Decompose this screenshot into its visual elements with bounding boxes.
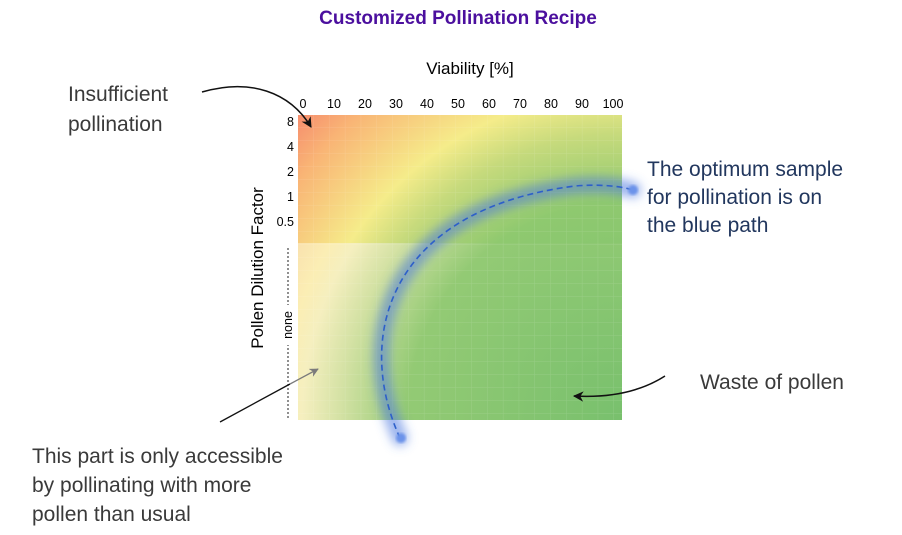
accessible-text-line-2: by pollinating with more bbox=[32, 474, 251, 497]
y-axis-label: Pollen Dilution Factor bbox=[248, 187, 267, 349]
x-tick-label: 10 bbox=[327, 97, 341, 111]
optimum-text-line-1: The optimum sample bbox=[647, 158, 843, 181]
y-tick-label: 2 bbox=[287, 165, 294, 179]
none-label-background bbox=[280, 305, 296, 345]
insufficient-text-line-1: Insufficient bbox=[68, 83, 168, 106]
x-tick-label: 70 bbox=[513, 97, 527, 111]
optimum-path-line bbox=[380, 184, 634, 439]
waste-text: Waste of pollen bbox=[700, 371, 844, 394]
x-tick-label: 60 bbox=[482, 97, 496, 111]
x-tick-label: 20 bbox=[358, 97, 372, 111]
y-tick-label: 0.5 bbox=[277, 215, 294, 229]
y-tick-label: 4 bbox=[287, 140, 294, 154]
x-tick-label: 90 bbox=[575, 97, 589, 111]
accessible-text-line-3: pollen than usual bbox=[32, 503, 191, 526]
optimum-text-line-2: for pollination is on bbox=[647, 186, 822, 209]
optimum-text-line-3: the blue path bbox=[647, 214, 768, 237]
annotation-accessible: This part is only accessible by pollinat… bbox=[32, 368, 319, 526]
x-tick-label: 100 bbox=[603, 97, 624, 111]
y-tick-label: 1 bbox=[287, 190, 294, 204]
annotation-insufficient: Insufficient pollination bbox=[68, 83, 312, 136]
y-tick-label: 8 bbox=[287, 115, 294, 129]
path-end-dot-bottom bbox=[396, 433, 406, 443]
waste-arrow bbox=[572, 375, 666, 402]
path-end-dot-right bbox=[628, 185, 638, 195]
x-tick-label: 80 bbox=[544, 97, 558, 111]
x-tick-label: 50 bbox=[451, 97, 465, 111]
x-tick-labels: 0 10 20 30 40 50 60 70 80 90 100 bbox=[300, 97, 624, 111]
insufficient-text-line-2: pollination bbox=[68, 113, 163, 136]
accessible-pointer-line bbox=[219, 383, 291, 423]
annotation-optimum: The optimum sample for pollination is on… bbox=[647, 158, 843, 237]
annotation-waste: Waste of pollen bbox=[572, 371, 844, 402]
x-tick-label: 0 bbox=[300, 97, 307, 111]
heatmap bbox=[298, 115, 622, 420]
optimum-path bbox=[373, 177, 641, 446]
x-tick-label: 40 bbox=[420, 97, 434, 111]
accessible-text-line-1: This part is only accessible bbox=[32, 445, 283, 468]
heatmap-cell-grid bbox=[298, 115, 622, 420]
none-row-label: none bbox=[281, 311, 295, 339]
accessible-arrow bbox=[289, 368, 319, 385]
insufficient-arrow bbox=[201, 85, 312, 128]
y-tick-labels: 8 4 2 1 0.5 bbox=[277, 115, 294, 229]
x-axis-label: Viability [%] bbox=[426, 59, 514, 78]
x-tick-label: 30 bbox=[389, 97, 403, 111]
chart-title: Customized Pollination Recipe bbox=[319, 8, 597, 29]
